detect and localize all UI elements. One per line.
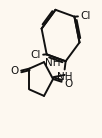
Text: Cl: Cl [31, 50, 41, 60]
Text: O: O [10, 66, 19, 76]
Text: O: O [65, 79, 73, 89]
Text: NH: NH [57, 71, 72, 82]
Text: Cl: Cl [80, 11, 90, 21]
Text: NH: NH [45, 59, 60, 68]
